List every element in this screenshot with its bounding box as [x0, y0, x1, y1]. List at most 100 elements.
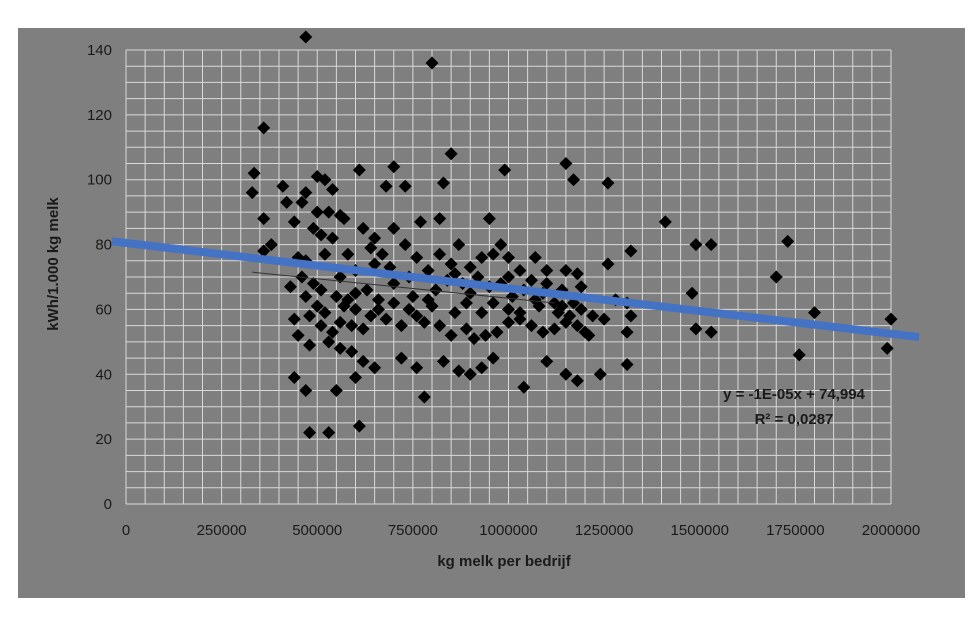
data-point [349, 302, 362, 316]
data-point [436, 176, 450, 190]
y-tick-label: 140 [87, 42, 112, 59]
data-point [287, 312, 301, 326]
data-point [792, 348, 806, 362]
data-point [341, 247, 355, 261]
data-point [299, 30, 313, 44]
data-point [467, 332, 481, 346]
data-point [314, 319, 328, 333]
data-point [463, 260, 477, 274]
data-point [368, 361, 382, 375]
x-tick-label: 750000 [388, 522, 438, 539]
data-point [356, 322, 370, 336]
data-point [283, 280, 297, 294]
data-point [329, 289, 343, 303]
data-point [597, 312, 611, 326]
data-point [471, 270, 485, 284]
data-point [502, 251, 515, 265]
data-point [421, 264, 435, 278]
data-point [387, 296, 401, 310]
data-point [658, 215, 672, 229]
data-point [475, 306, 489, 320]
data-point [345, 319, 359, 333]
data-point [368, 231, 382, 245]
data-point [559, 157, 573, 170]
data-point [513, 306, 527, 320]
data-point [884, 312, 898, 326]
data-point [524, 273, 538, 287]
data-point [620, 358, 634, 372]
data-point [536, 325, 550, 339]
data-point [574, 280, 588, 294]
data-point [364, 241, 378, 255]
data-point [513, 264, 527, 278]
data-point [436, 354, 450, 368]
data-point [444, 257, 458, 271]
data-point [371, 302, 385, 316]
data-point [475, 251, 489, 265]
data-point [685, 286, 699, 300]
data-point [689, 322, 703, 336]
data-point [257, 244, 271, 258]
data-point [337, 299, 351, 313]
data-point [314, 283, 328, 297]
data-point [463, 367, 477, 381]
data-point [689, 238, 703, 252]
data-point [704, 325, 718, 339]
data-point [371, 293, 385, 307]
x-tick-label: 1250000 [575, 522, 633, 539]
data-point [620, 325, 634, 339]
data-point [433, 247, 447, 261]
trendline-equation: y = -1E-05x + 74,994 [723, 386, 865, 403]
data-point [333, 270, 347, 284]
data-point [567, 173, 581, 187]
data-point [624, 244, 638, 258]
x-tick-label: 250000 [197, 522, 247, 539]
data-point [349, 371, 362, 385]
data-point [356, 354, 370, 368]
data-point [326, 231, 340, 245]
data-point [540, 276, 554, 290]
data-point [299, 186, 313, 200]
data-point [781, 234, 795, 248]
data-point [387, 221, 401, 235]
data-point [452, 238, 466, 252]
data-point [394, 319, 408, 333]
data-point [333, 315, 347, 329]
data-point [486, 351, 500, 365]
data-point [410, 361, 424, 375]
y-axis-ticks: 0 20 40 60 80 100 120 140 [87, 42, 112, 513]
y-tick-label: 0 [104, 496, 112, 513]
data-point [257, 212, 271, 226]
y-tick-label: 20 [95, 431, 112, 448]
data-point [322, 426, 336, 440]
data-point [494, 238, 508, 252]
data-point [570, 374, 584, 388]
data-point [563, 309, 577, 323]
data-point [287, 215, 301, 229]
data-point [379, 312, 393, 326]
data-point [444, 328, 458, 342]
data-point [444, 147, 458, 161]
x-axis-ticks: 0 250000 500000 750000 1000000 1250000 1500000… [122, 522, 920, 539]
data-point [540, 354, 554, 368]
data-point [299, 384, 313, 397]
y-axis-title: kWh/1.000 kg melk [45, 197, 62, 331]
y-tick-label: 100 [87, 172, 112, 189]
data-point [410, 309, 424, 323]
data-point [299, 289, 313, 303]
data-point [502, 270, 515, 284]
data-point [502, 302, 515, 316]
data-point [402, 302, 416, 316]
data-point [345, 345, 359, 359]
data-point [326, 325, 340, 339]
data-point [291, 328, 305, 342]
data-point [306, 221, 320, 235]
data-point [326, 182, 340, 196]
scatter-chart: 0 20 40 60 80 100 120 140 0 250000 500000 750000 10… [45, 30, 920, 570]
data-point [808, 306, 821, 320]
data-point [352, 163, 366, 177]
data-point [303, 338, 317, 352]
x-tick-label: 1000000 [479, 522, 537, 539]
data-point [364, 309, 378, 323]
data-point [601, 257, 615, 271]
